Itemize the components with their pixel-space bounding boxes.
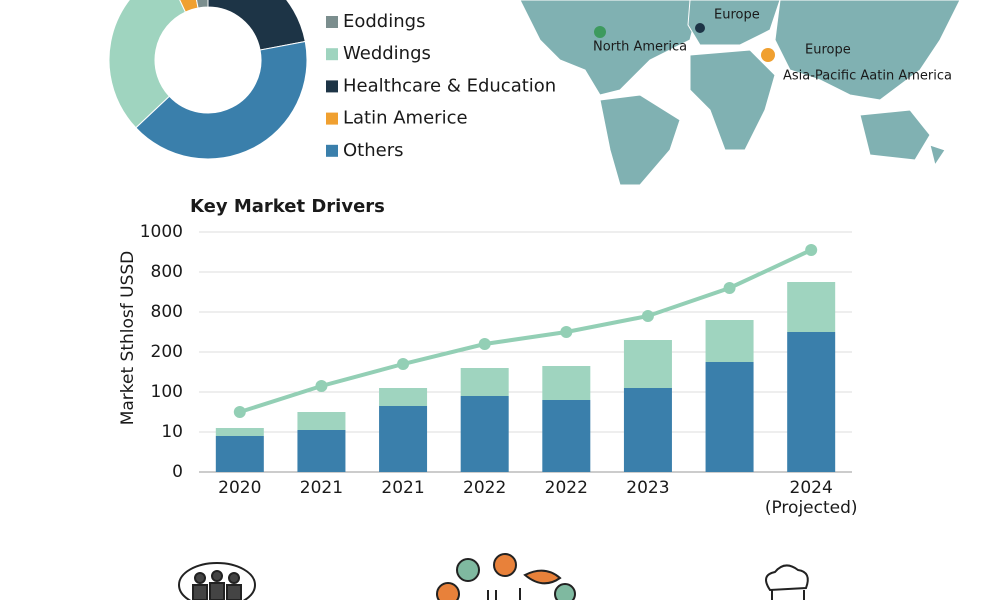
trend-point: [723, 282, 736, 294]
x-tick-label: 2021: [381, 478, 425, 498]
bar-segment: [379, 406, 428, 472]
y-tick-label: 800: [151, 262, 183, 282]
bar-segment: [460, 396, 509, 472]
trend-line: [239, 248, 813, 414]
legend-label: Others: [343, 140, 404, 161]
bar-segment: [379, 388, 428, 406]
bar-segment: [623, 388, 672, 472]
map-label: Europe: [805, 43, 851, 58]
world-map: [519, 0, 961, 186]
legend-label: Healthcare & Education: [343, 75, 556, 96]
trend-point: [315, 380, 328, 392]
legend-swatch: [326, 80, 338, 93]
x-tick-label: 2021: [299, 478, 344, 498]
y-tick-label: 200: [151, 342, 183, 362]
chart-title: Key Market Drivers: [190, 196, 385, 217]
map-marker: [695, 23, 705, 33]
map-marker: [594, 26, 606, 38]
icons: [178, 553, 809, 600]
map-label: North America: [593, 40, 687, 55]
trend-point: [805, 244, 818, 256]
trend-point: [233, 406, 246, 418]
bar-segment: [460, 368, 509, 396]
donut-slice: [207, 0, 306, 51]
legend-swatch: [326, 112, 338, 125]
bar-segment: [542, 366, 591, 400]
trend-point: [560, 326, 573, 338]
legend-label: Latin Americe: [343, 108, 468, 129]
bar-segment: [542, 400, 591, 472]
trend-point: [478, 338, 491, 350]
donut-slice: [135, 40, 308, 160]
y-axis-label: Market Sthlosf USSD: [118, 251, 138, 426]
bar-segment: [215, 436, 264, 472]
bar-segment: [705, 362, 754, 472]
map-label: Asia-Pacific Aatin America: [783, 69, 952, 84]
trend-point: [397, 358, 410, 370]
legend-swatch: [326, 48, 338, 61]
legend-label: Weddings: [343, 43, 431, 64]
donut-slice: [196, 0, 209, 9]
bar-segment: [705, 320, 754, 362]
trend-point: [641, 310, 654, 322]
x-tick-label: 2020: [218, 478, 262, 498]
donut-slice: [108, 0, 187, 129]
x-tick-label: 2022: [463, 478, 507, 498]
y-tick-label: 1000: [140, 222, 183, 242]
y-tick-label: 0: [172, 462, 183, 482]
legend-swatch: [326, 16, 338, 28]
y-tick-label: 800: [151, 302, 183, 322]
y-tick-label: 100: [151, 382, 183, 402]
x-tick-label: 2022: [544, 478, 588, 498]
map-marker: [761, 48, 775, 62]
bar-segment: [787, 282, 836, 332]
x-tick-label: 2024 (Projected): [764, 478, 858, 518]
x-tick-label: 2023: [626, 478, 670, 498]
bar-segment: [297, 412, 346, 430]
legend-label: Eoddings: [343, 11, 425, 32]
y-tick-label: 10: [161, 422, 183, 442]
bar-segment: [787, 332, 836, 472]
bar-segment: [215, 428, 264, 436]
bar-segment: [623, 340, 672, 388]
legend-swatch: [326, 144, 338, 157]
map-label: Europe: [714, 8, 760, 23]
bar-segment: [297, 430, 346, 472]
